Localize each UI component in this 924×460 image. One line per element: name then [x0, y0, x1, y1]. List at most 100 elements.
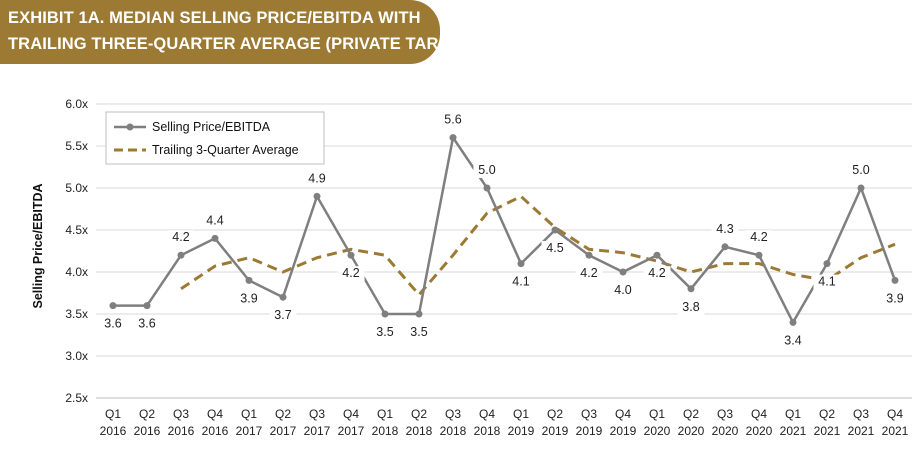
data-label-bg: [439, 112, 467, 128]
y-tick-label: 4.5x: [65, 223, 88, 237]
data-label: 4.4: [206, 213, 223, 227]
data-label: 5.0: [852, 163, 869, 177]
x-tick-label-year: 2018: [440, 424, 467, 438]
data-label-bg: [847, 163, 875, 178]
x-tick-label-quarter: Q2: [819, 407, 835, 421]
y-tick-label: 6.0x: [65, 97, 88, 111]
x-tick-label-year: 2019: [508, 424, 535, 438]
data-label: 4.0: [614, 283, 631, 297]
data-label: 3.5: [410, 325, 427, 339]
x-tick-label-quarter: Q1: [785, 407, 801, 421]
data-label: 4.9: [308, 171, 325, 185]
legend-label-trailing-average: Trailing 3-Quarter Average: [152, 143, 299, 157]
x-tick-label-year: 2018: [474, 424, 501, 438]
legend-marker-selling-price: [126, 123, 134, 131]
data-label: 4.1: [818, 275, 835, 289]
x-tick-label-quarter: Q1: [241, 407, 257, 421]
data-label: 3.9: [240, 291, 257, 305]
x-tick-label-quarter: Q2: [547, 407, 563, 421]
grid-layer: [96, 103, 912, 357]
x-tick-label-quarter: Q1: [649, 407, 665, 421]
data-point-selling-price: [619, 268, 627, 276]
data-label-bg: [371, 325, 399, 340]
data-point-selling-price: [551, 226, 559, 234]
x-tick-label-year: 2016: [202, 424, 229, 438]
x-tick-label-year: 2018: [372, 424, 399, 438]
y-tick-label: 3.0x: [65, 349, 88, 363]
x-tick-label-quarter: Q4: [751, 407, 767, 421]
data-label-bg: [881, 291, 909, 307]
x-tick-label-quarter: Q4: [343, 407, 359, 421]
data-label-bg: [201, 213, 229, 229]
x-tick-label-quarter: Q3: [581, 407, 597, 421]
data-label-bg: [643, 266, 671, 282]
x-tick-label-year: 2016: [134, 424, 161, 438]
x-tick-label-quarter: Q2: [411, 407, 427, 421]
data-label-bg: [609, 283, 637, 298]
x-tick-label-year: 2020: [712, 424, 739, 438]
data-label: 3.8: [682, 300, 699, 314]
legend: Selling Price/EBITDA Trailing 3-Quarter …: [105, 111, 325, 165]
data-point-selling-price: [143, 302, 151, 310]
series-layer: [109, 134, 899, 326]
x-tick-label-year: 2021: [848, 424, 875, 438]
x-tick-label-quarter: Q2: [683, 407, 699, 421]
x-tick-label-quarter: Q1: [377, 407, 393, 421]
y-axis-label: Selling Price/EBITDA: [31, 183, 45, 308]
data-point-selling-price: [211, 234, 219, 242]
x-tick-label-quarter: Q3: [173, 407, 189, 421]
data-label-bg: [269, 308, 297, 324]
data-label: 4.2: [648, 266, 665, 280]
data-label: 5.6: [444, 113, 461, 127]
x-tick-label-year: 2018: [406, 424, 433, 438]
x-tick-label-quarter: Q1: [105, 407, 121, 421]
data-label: 4.2: [580, 266, 597, 280]
x-tick-label-quarter: Q1: [513, 407, 529, 421]
data-label: 4.1: [512, 275, 529, 289]
data-label-bg: [813, 274, 841, 290]
chart-title-line1: EXHIBIT 1A. MEDIAN SELLING PRICE/EBITDA …: [8, 9, 421, 27]
data-label: 4.3: [716, 222, 733, 236]
data-label-bg: [779, 333, 807, 349]
data-label: 3.4: [784, 333, 801, 347]
data-point-selling-price: [177, 251, 185, 259]
x-tick-label-quarter: Q4: [207, 407, 223, 421]
data-point-selling-price: [653, 251, 661, 259]
x-tick-label-quarter: Q2: [139, 407, 155, 421]
x-tick-label-quarter: Q4: [887, 407, 903, 421]
series-line-trailing-average: [180, 194, 896, 297]
data-point-selling-price: [279, 293, 287, 301]
axis-layer: 2.5x 3.0x 3.5x 4.0x 4.5x 5.0x 5.5x 6.0x Q1 2016 Q2…: [65, 97, 912, 438]
x-tick-label-quarter: Q3: [853, 407, 869, 421]
x-tick-label-quarter: Q4: [615, 407, 631, 421]
x-tick-label-year: 2020: [746, 424, 773, 438]
data-label-bg: [541, 241, 569, 256]
data-label-bg: [303, 171, 331, 187]
x-tick-label-year: 2017: [270, 424, 297, 438]
x-tick-label-year: 2021: [882, 424, 909, 438]
x-tick-label-year: 2020: [678, 424, 705, 438]
data-label-layer: 3.6 3.6 4.2 4.4 3.9 3.7 4.9 4.2 3.5 3.5 5.6 5.0 4.1 4…: [99, 112, 909, 349]
x-tick-label-year: 2016: [168, 424, 195, 438]
x-tick-label-year: 2021: [780, 424, 807, 438]
y-tick-label: 5.0x: [65, 181, 88, 195]
data-label: 4.5: [546, 241, 563, 255]
data-label: 3.9: [886, 291, 903, 305]
y-tick-label: 2.5x: [65, 391, 88, 405]
data-point-selling-price: [415, 310, 423, 318]
data-point-selling-price: [449, 134, 457, 142]
data-point-selling-price: [313, 192, 321, 200]
data-label-bg: [133, 316, 161, 332]
data-label-bg: [99, 316, 127, 332]
x-tick-label-year: 2019: [542, 424, 569, 438]
data-label-bg: [575, 266, 603, 282]
chart-title-line2: TRAILING THREE-QUARTER AVERAGE (PRIVATE …: [8, 35, 490, 53]
x-tick-label-quarter: Q4: [479, 407, 495, 421]
title-banner: EXHIBIT 1A. MEDIAN SELLING PRICE/EBITDA …: [0, 0, 489, 64]
x-tick-label-year: 2017: [338, 424, 365, 438]
data-label: 4.2: [172, 230, 189, 244]
data-point-selling-price: [245, 276, 253, 284]
data-point-selling-price: [381, 310, 389, 318]
data-point-selling-price: [483, 184, 491, 192]
